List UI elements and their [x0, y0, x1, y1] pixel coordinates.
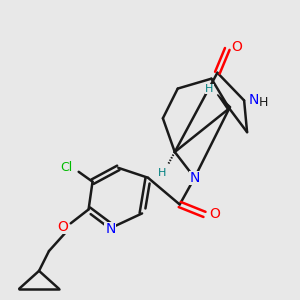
Bar	[104, 223, 116, 233]
Bar	[249, 95, 263, 105]
Polygon shape	[218, 94, 231, 110]
Text: O: O	[209, 207, 220, 221]
Text: H: H	[205, 84, 214, 94]
Text: Cl: Cl	[61, 161, 73, 174]
Text: N: N	[105, 222, 116, 236]
Text: N: N	[189, 171, 200, 185]
Text: O: O	[57, 220, 68, 234]
Text: H: H	[158, 168, 166, 178]
Text: N: N	[249, 94, 259, 107]
Text: H: H	[259, 96, 268, 109]
Text: O: O	[232, 40, 243, 54]
Bar	[189, 173, 200, 183]
